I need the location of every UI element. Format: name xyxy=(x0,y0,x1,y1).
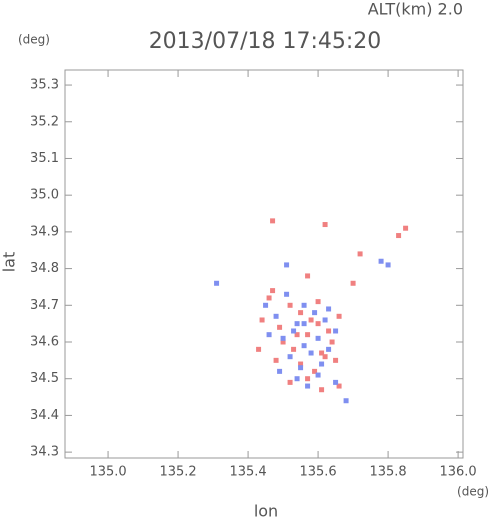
echo-pixel xyxy=(301,321,307,327)
echo-pixel xyxy=(333,379,339,385)
echo-pixel xyxy=(319,350,325,356)
echo-pixel xyxy=(343,398,349,404)
echo-pixel xyxy=(305,273,311,279)
echo-pixel xyxy=(277,368,283,374)
echo-pixel xyxy=(403,225,409,231)
echo-pixel xyxy=(291,328,297,334)
echo-pixel xyxy=(315,299,321,305)
y-tick-label: 35.0 xyxy=(30,188,59,203)
echo-pixel xyxy=(385,262,391,268)
echo-pixel xyxy=(259,317,265,323)
echo-pixel xyxy=(256,346,262,352)
echo-pixel xyxy=(315,335,321,341)
y-tick-label: 34.9 xyxy=(30,224,59,239)
echo-pixel xyxy=(319,387,325,393)
echo-pixel xyxy=(298,361,304,367)
x-tick-label: 136.0 xyxy=(439,465,476,480)
echo-pixel xyxy=(396,233,402,239)
echo-pixel xyxy=(336,383,342,389)
x-tick-label: 135.6 xyxy=(299,465,336,480)
echo-pixel xyxy=(357,251,363,257)
echo-pixel xyxy=(308,317,314,323)
echo-pixel xyxy=(319,361,325,367)
echo-pixel xyxy=(305,376,311,382)
echo-pixel xyxy=(322,222,328,228)
y-unit: (deg) xyxy=(18,33,50,47)
y-tick-label: 34.5 xyxy=(30,371,59,386)
chart-title: 2013/07/18 17:45:20 xyxy=(149,29,382,54)
x-tick-label: 135.2 xyxy=(159,465,196,480)
echo-pixel xyxy=(333,357,339,363)
echo-pixel xyxy=(315,372,321,378)
y-tick-label: 35.1 xyxy=(30,151,59,166)
x-unit: (deg) xyxy=(457,485,489,499)
echo-pixel xyxy=(273,313,279,319)
echo-pixel xyxy=(322,354,328,360)
echo-pixel xyxy=(315,321,321,327)
echo-pixel xyxy=(329,339,335,345)
echo-pixel xyxy=(298,310,304,316)
echo-pixel xyxy=(270,288,276,294)
y-tick-label: 35.2 xyxy=(30,114,59,129)
echo-pixel xyxy=(291,346,297,352)
x-tick-label: 135.0 xyxy=(89,465,126,480)
plot-frame xyxy=(64,69,464,459)
y-tick-label: 34.7 xyxy=(30,298,59,313)
chart-subtitle: ALT(km) 2.0 xyxy=(368,0,463,19)
echo-pixel xyxy=(333,328,339,334)
y-axis-label: lat xyxy=(0,252,19,273)
echo-pixel xyxy=(280,335,286,341)
echo-pixel xyxy=(301,343,307,349)
echo-pixel xyxy=(322,317,328,323)
echo-pixel xyxy=(280,339,286,345)
echo-pixel xyxy=(284,262,290,268)
echo-pixel xyxy=(277,324,283,330)
echo-pixel xyxy=(287,354,293,360)
echo-pixel xyxy=(287,302,293,308)
y-tick-label: 34.8 xyxy=(30,261,59,276)
echo-pixel xyxy=(263,302,269,308)
echo-pixel xyxy=(270,218,276,224)
y-tick-label: 34.3 xyxy=(30,445,59,460)
echo-pixel xyxy=(312,368,318,374)
echo-pixel xyxy=(312,310,318,316)
echo-pixel xyxy=(308,350,314,356)
echo-pixel xyxy=(326,346,332,352)
echo-pixel xyxy=(305,332,311,338)
echo-pixel xyxy=(294,332,300,338)
echo-pixel xyxy=(301,302,307,308)
echo-pixel xyxy=(273,357,279,363)
echo-pixel xyxy=(378,258,384,264)
y-tick-label: 35.3 xyxy=(30,78,59,93)
echo-pixel xyxy=(266,295,272,301)
x-tick-label: 135.4 xyxy=(229,465,266,480)
echo-pixel xyxy=(294,376,300,382)
echo-pixel xyxy=(336,313,342,319)
echo-pixel xyxy=(294,321,300,327)
x-axis-label: lon xyxy=(254,502,278,521)
echo-pixel xyxy=(287,379,293,385)
echo-pixel xyxy=(305,383,311,389)
echo-pixel xyxy=(326,306,332,312)
y-tick-label: 34.4 xyxy=(30,408,59,423)
echo-pixel xyxy=(214,280,220,286)
x-tick-label: 135.8 xyxy=(369,465,406,480)
echo-pixel xyxy=(350,280,356,286)
y-tick-label: 34.6 xyxy=(30,335,59,350)
echo-pixel xyxy=(266,332,272,338)
echo-pixel xyxy=(326,328,332,334)
echo-pixel xyxy=(298,365,304,371)
echo-pixel xyxy=(284,291,290,297)
